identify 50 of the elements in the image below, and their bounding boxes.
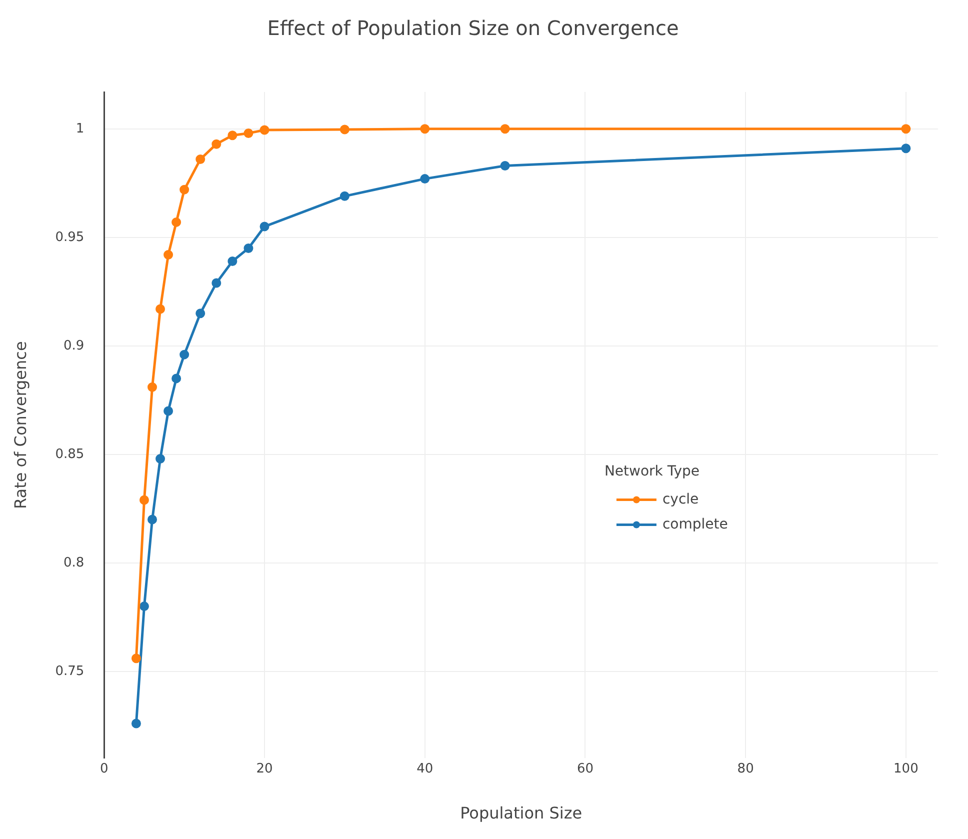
y-tick-label: 0.8	[63, 555, 84, 570]
point	[244, 128, 254, 138]
point	[139, 495, 149, 505]
x-tick-label: 80	[737, 761, 754, 776]
point	[500, 124, 510, 134]
point	[172, 374, 182, 384]
point	[148, 382, 158, 392]
x-axis-title: Population Size	[460, 804, 582, 823]
point	[156, 304, 166, 314]
point	[131, 654, 141, 664]
point	[180, 184, 190, 194]
x-tick-label: 0	[100, 761, 108, 776]
point	[139, 602, 149, 612]
point	[228, 256, 238, 266]
legend-title: Network Type	[604, 463, 700, 480]
point	[420, 124, 430, 134]
y-tick-label: 1	[76, 121, 84, 136]
point	[196, 154, 206, 164]
point	[901, 124, 911, 134]
point	[180, 350, 190, 360]
x-tick-label: 20	[256, 761, 273, 776]
x-tick-label: 60	[576, 761, 594, 776]
point	[260, 222, 270, 232]
point	[131, 718, 141, 728]
point	[901, 144, 911, 154]
y-axis-title: Rate of Convergence	[10, 341, 30, 509]
point	[340, 124, 350, 134]
point	[172, 217, 182, 227]
y-tick-label: 0.85	[55, 446, 84, 462]
chart-title: Effect of Population Size on Convergence	[267, 16, 679, 40]
point	[228, 130, 238, 140]
x-tick-label: 100	[894, 761, 918, 776]
point	[212, 139, 222, 149]
legend-label: complete	[662, 516, 728, 532]
point	[156, 454, 166, 464]
point	[196, 308, 206, 318]
point	[244, 243, 254, 253]
point	[148, 514, 158, 524]
y-tick-label: 0.95	[55, 230, 84, 245]
point	[164, 406, 174, 416]
y-tick-label: 0.75	[55, 664, 84, 679]
legend-label: cycle	[662, 491, 699, 508]
point	[340, 191, 350, 201]
point	[164, 250, 174, 260]
point	[260, 125, 270, 135]
x-tick-label: 40	[416, 761, 434, 776]
point	[500, 161, 510, 171]
y-tick-label: 0.9	[63, 338, 84, 354]
point	[420, 174, 430, 184]
point	[212, 278, 222, 288]
